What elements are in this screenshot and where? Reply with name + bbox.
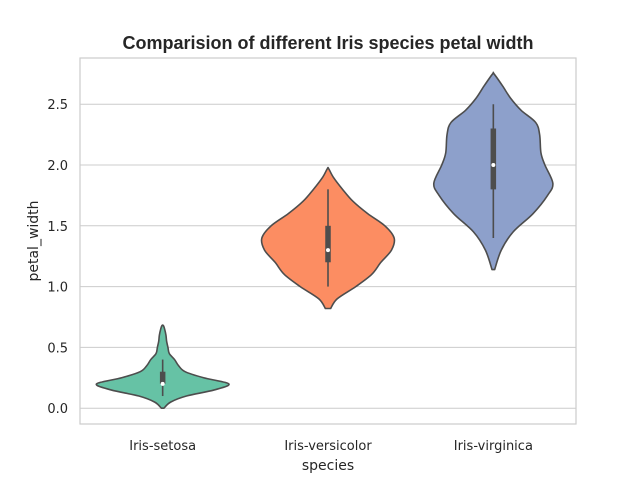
x-tick-label: Iris-versicolor bbox=[284, 439, 372, 454]
x-tick-label: Iris-setosa bbox=[129, 439, 196, 454]
violin-median-dot bbox=[491, 163, 496, 168]
y-tick-label: 1.0 bbox=[47, 281, 68, 296]
violin-iris-versicolor bbox=[260, 166, 396, 310]
y-tick-label: 2.5 bbox=[47, 98, 68, 113]
x-axis-label: species bbox=[302, 458, 354, 474]
x-tick-labels: Iris-setosa Iris-versicolor Iris-virginica bbox=[129, 439, 533, 454]
chart-title: Comparision of different Iris species pe… bbox=[122, 33, 533, 53]
plot-frame bbox=[79, 57, 577, 425]
violin-iris-setosa bbox=[95, 324, 230, 409]
violin-iris-virginica bbox=[432, 71, 554, 271]
y-tick-label: 0.0 bbox=[47, 402, 68, 417]
violin-median-dot bbox=[326, 248, 330, 253]
x-tick-label: Iris-virginica bbox=[454, 439, 533, 454]
y-tick-label: 0.5 bbox=[47, 341, 68, 356]
y-tick-labels: 0.0 0.5 1.0 1.5 2.0 2.5 bbox=[47, 98, 68, 417]
y-tick-label: 1.5 bbox=[47, 220, 68, 235]
violin-median-dot bbox=[160, 381, 165, 386]
y-tick-label: 2.0 bbox=[47, 159, 68, 174]
violins bbox=[95, 71, 554, 409]
y-axis-label: petal_width bbox=[26, 200, 42, 281]
